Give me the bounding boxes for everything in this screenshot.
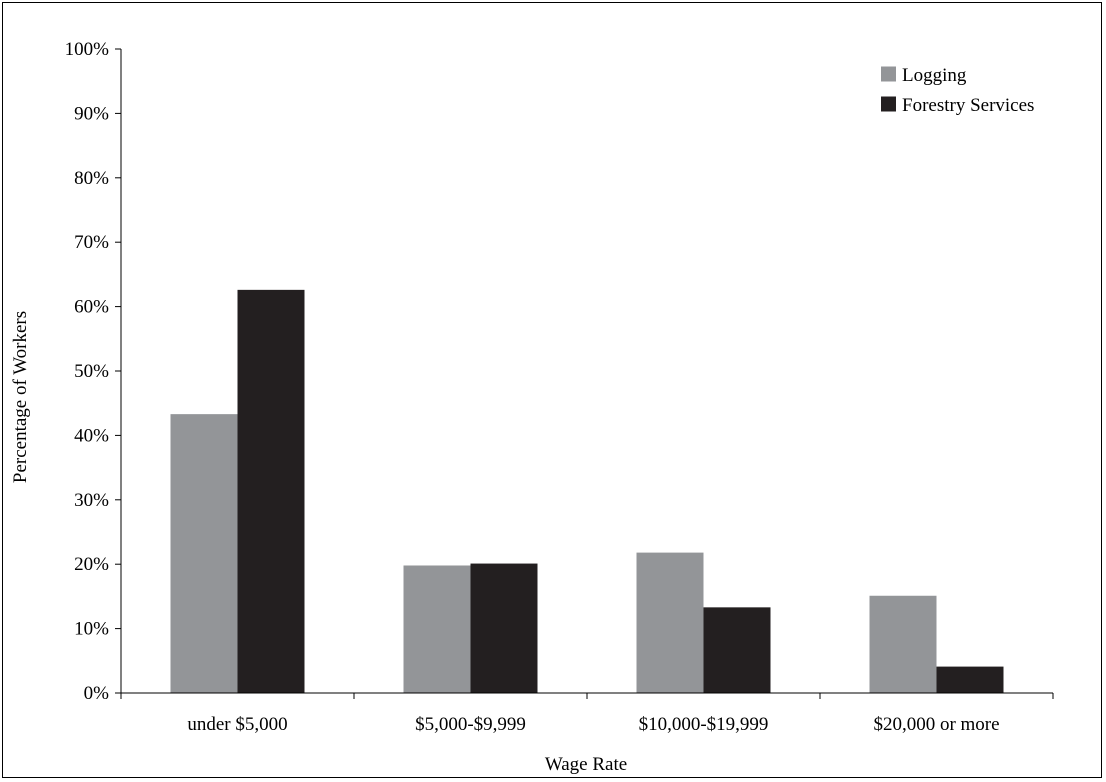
bar-forestry-services (237, 289, 305, 693)
bar-logging (636, 552, 704, 693)
bar-logging (170, 414, 238, 693)
x-axis-title: Wage Rate (545, 754, 627, 775)
bar-logging (869, 595, 937, 693)
x-category-label: under $5,000 (187, 714, 287, 735)
legend: Logging Forestry Services (881, 65, 1034, 116)
x-category-label: $5,000-$9,999 (415, 714, 526, 735)
bar-forestry-services (703, 607, 771, 693)
x-axis-ticks (120, 693, 1054, 699)
y-tick-label: 90% (74, 103, 109, 124)
legend-label: Forestry Services (902, 95, 1034, 116)
y-tick-label: 80% (74, 168, 109, 189)
x-category-label: $10,000-$19,999 (639, 714, 769, 735)
y-tick-label: 50% (74, 361, 109, 382)
y-tick-label: 70% (74, 232, 109, 253)
y-tick-label: 100% (65, 39, 110, 60)
x-category-label: $20,000 or more (873, 714, 999, 735)
bar-chart: 0% 10% 20% 30% 40% 50% 60% 70% 80% 90% 100% under … (10, 39, 1054, 775)
x-axis-category-labels: under $5,000 $5,000-$9,999 $10,000-$19,999… (187, 714, 999, 735)
legend-swatch (881, 66, 896, 82)
y-axis-title: Percentage of Workers (10, 311, 31, 483)
y-tick-label: 40% (74, 425, 109, 446)
y-tick-label: 60% (74, 297, 109, 318)
legend-swatch (881, 96, 896, 112)
y-tick-label: 10% (74, 619, 109, 640)
bars (170, 289, 1004, 693)
bar-forestry-services (470, 563, 538, 693)
y-tick-label: 30% (74, 490, 109, 511)
legend-label: Logging (902, 65, 967, 86)
bar-forestry-services (936, 666, 1004, 693)
y-tick-label: 20% (74, 554, 109, 575)
bar-logging (403, 565, 471, 693)
y-axis-ticks: 0% 10% 20% 30% 40% 50% 60% 70% 80% 90% 100% (65, 39, 121, 704)
y-tick-label: 0% (84, 683, 110, 704)
